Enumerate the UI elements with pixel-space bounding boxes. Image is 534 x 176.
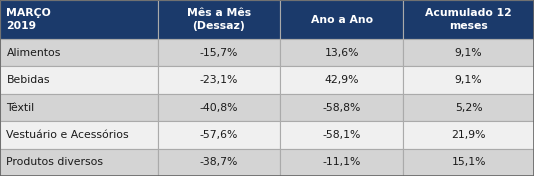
Bar (158, 149, 280, 176)
Bar (0, 0, 158, 39)
Text: -23,1%: -23,1% (200, 75, 238, 85)
Text: -57,6%: -57,6% (200, 130, 238, 140)
Bar (403, 0, 534, 39)
Bar (280, 94, 403, 121)
Text: 21,9%: 21,9% (451, 130, 486, 140)
Text: MARÇO
2019: MARÇO 2019 (6, 8, 51, 31)
Text: 13,6%: 13,6% (325, 48, 359, 58)
Bar (0, 67, 158, 94)
Bar (0, 94, 158, 121)
Text: -15,7%: -15,7% (200, 48, 238, 58)
Bar (403, 94, 534, 121)
Bar (158, 0, 280, 39)
Bar (158, 94, 280, 121)
Text: 15,1%: 15,1% (451, 157, 486, 167)
Bar (280, 39, 403, 67)
Text: Ano a Ano: Ano a Ano (311, 15, 373, 24)
Text: 42,9%: 42,9% (325, 75, 359, 85)
Text: -38,7%: -38,7% (200, 157, 238, 167)
Text: 9,1%: 9,1% (455, 48, 482, 58)
Text: -11,1%: -11,1% (323, 157, 361, 167)
Text: 5,2%: 5,2% (455, 103, 482, 112)
Text: Produtos diversos: Produtos diversos (6, 157, 104, 167)
Text: Alimentos: Alimentos (6, 48, 61, 58)
Bar (280, 0, 403, 39)
Text: Vestuário e Acessórios: Vestuário e Acessórios (6, 130, 129, 140)
Text: Acumulado 12
meses: Acumulado 12 meses (425, 8, 512, 31)
Bar (0, 39, 158, 67)
Text: -58,8%: -58,8% (323, 103, 361, 112)
Bar (403, 149, 534, 176)
Bar (403, 67, 534, 94)
Bar (280, 149, 403, 176)
Bar (158, 67, 280, 94)
Text: Mês a Mês
(Dessaz): Mês a Mês (Dessaz) (187, 8, 251, 31)
Bar (280, 67, 403, 94)
Bar (0, 149, 158, 176)
Bar (403, 121, 534, 149)
Bar (403, 39, 534, 67)
Text: 9,1%: 9,1% (455, 75, 482, 85)
Text: Bebidas: Bebidas (6, 75, 50, 85)
Bar (0, 121, 158, 149)
Bar (158, 39, 280, 67)
Text: -40,8%: -40,8% (200, 103, 238, 112)
Bar (280, 121, 403, 149)
Text: Têxtil: Têxtil (6, 103, 35, 112)
Text: -58,1%: -58,1% (323, 130, 361, 140)
Bar (158, 121, 280, 149)
